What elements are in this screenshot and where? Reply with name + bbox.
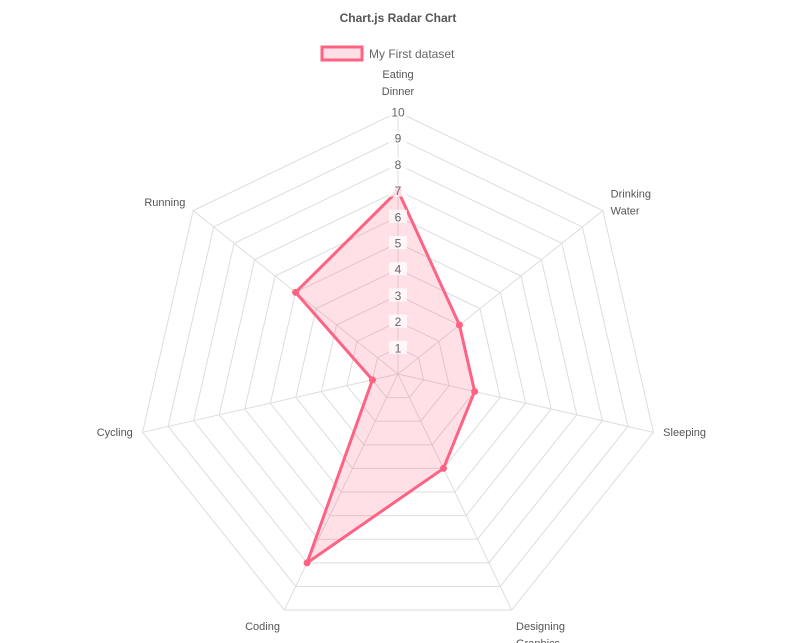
grid-ring (167, 137, 629, 587)
data-point (439, 464, 447, 472)
tick-backdrop (389, 236, 407, 249)
point-label: Drinking Water (611, 188, 651, 217)
tick-backdrop (389, 183, 407, 197)
data-point (368, 376, 376, 384)
point-label-line: Designing (516, 621, 565, 633)
data-point (303, 559, 311, 567)
point-label: Eating Dinner (382, 69, 415, 98)
point-label-line: Graphics (516, 638, 561, 643)
dataset-area (294, 189, 477, 565)
grid-ring (244, 216, 552, 517)
point-label: Sleeping (663, 427, 706, 439)
tick-label: 8 (395, 158, 402, 172)
tick-backdrop (389, 157, 407, 171)
tick-label: 3 (395, 289, 402, 303)
tick-label: 1 (395, 341, 402, 355)
tick-backdrop (389, 340, 407, 354)
tick-label: 9 (395, 132, 402, 146)
tick-label: 7 (395, 184, 402, 198)
tick-label: 10 (391, 106, 405, 120)
grid-ring (295, 268, 501, 469)
tick-label: 6 (395, 210, 402, 224)
point-label-line: Drinking (611, 188, 651, 200)
data-point (292, 288, 300, 296)
tick-backdrop (389, 288, 407, 302)
tick-label: 5 (395, 237, 402, 251)
tick-backdrop (389, 131, 407, 145)
point-label-line: Running (144, 197, 185, 209)
point-label-line: Dinner (382, 86, 415, 98)
point-label-line: Water (611, 205, 640, 217)
tick-label: 4 (395, 263, 402, 277)
legend-label: My First dataset (369, 47, 455, 61)
data-point (471, 387, 479, 395)
legend-item[interactable]: My First dataset (320, 45, 455, 62)
tick-backdrop (389, 209, 407, 223)
tick-backdrop (389, 105, 407, 118)
point-label: Running (144, 197, 185, 209)
point-label-line: Cycling (97, 427, 133, 439)
point-label: Designing Graphics (516, 621, 565, 643)
point-label: Cycling (97, 427, 133, 439)
tick-backdrop (389, 262, 407, 276)
point-label-line: Sleeping (663, 427, 706, 439)
grid-ring (269, 242, 527, 493)
grid-ring (218, 190, 578, 540)
tick-label: 2 (395, 315, 402, 329)
chart-title: Chart.js Radar Chart (340, 11, 457, 25)
data-point (455, 321, 463, 329)
point-label-line: Coding (245, 621, 280, 633)
tick-backdrop (389, 314, 407, 328)
grid-ring (346, 321, 450, 422)
point-label-line: Eating (382, 69, 413, 81)
grid-ring (193, 163, 603, 564)
point-label: Coding (245, 621, 280, 633)
grid-ring (142, 111, 654, 611)
legend-swatch (320, 45, 364, 62)
grid-ring (371, 347, 425, 399)
